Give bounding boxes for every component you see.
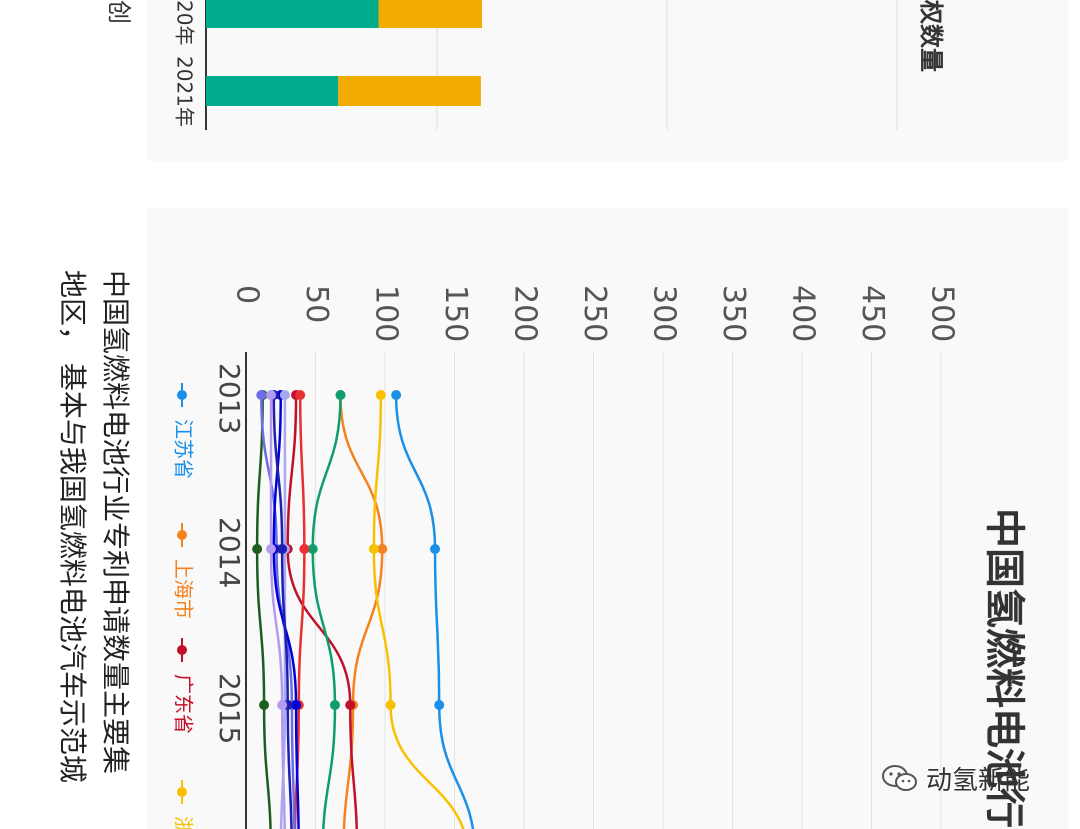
y-tick-label-10: 500 — [925, 285, 960, 342]
series-4-point-1 — [307, 544, 318, 554]
series-line-0 — [394, 394, 475, 829]
legend-marker-1 — [177, 530, 187, 540]
series-line-10 — [272, 394, 293, 829]
y-tick-label-9: 450 — [855, 285, 890, 342]
series-4-point-2 — [329, 700, 340, 710]
top-left-fragment: 创 — [105, 0, 133, 24]
legend-label-3: 浙 — [172, 816, 196, 829]
top-category-label-0: 20年 — [173, 0, 197, 45]
x-tick-label-0: 2013 — [213, 363, 246, 434]
y-tick-label-8: 400 — [786, 285, 821, 342]
caption-line-1: 地区， 基本与我国氢燃料电池汽车示范城 — [56, 270, 89, 783]
series-0-point-2 — [434, 700, 445, 710]
series-5-point-1 — [299, 544, 310, 554]
watermark: 动氢新能 — [880, 760, 1030, 797]
series-11-point-1 — [266, 544, 277, 554]
series-4-point-0 — [335, 390, 346, 400]
legend-marker-2 — [177, 645, 187, 655]
series-7-point-0 — [256, 390, 267, 400]
series-8-point-2 — [291, 700, 302, 710]
series-line-2 — [286, 394, 359, 829]
y-tick-label-5: 250 — [577, 285, 612, 342]
y-tick-label-7: 350 — [716, 285, 751, 342]
x-tick-label-2: 2015 — [213, 673, 246, 744]
caption-line-0: 中国氢燃料电池行业专利申请数量主要集 — [99, 270, 132, 774]
series-6-point-1 — [252, 544, 263, 554]
series-0-point-1 — [430, 544, 441, 554]
legend-label-1: 上海市 — [172, 559, 196, 619]
top-bar-1-1 — [338, 76, 481, 106]
legend-marker-3 — [177, 787, 187, 797]
legend-label-2: 广东省 — [172, 674, 196, 734]
series-5-point-0 — [295, 390, 306, 400]
watermark-text: 动氢新能 — [926, 766, 1031, 796]
line-chart-panel — [147, 208, 1068, 829]
y-tick-label-4: 200 — [508, 285, 543, 342]
top-bar-0-0 — [206, 0, 379, 28]
series-11-point-2 — [277, 700, 288, 710]
legend-marker-0 — [177, 390, 187, 400]
legend-label-0: 江苏省 — [172, 419, 196, 479]
wechat-icon — [882, 764, 917, 791]
y-tick-label-1: 50 — [299, 285, 334, 323]
series-1-point-1 — [377, 544, 388, 554]
top-chart-title-fragment: 权数量 — [917, 0, 945, 72]
top-stacked-bar-chart: 20年 2021年 权数量 创 — [105, 0, 945, 130]
y-tick-label-3: 150 — [438, 285, 473, 342]
rotated-line-chart: 0 50 100 150 200 250 300 350 400 450 500 2013 2014 20… — [172, 285, 1027, 829]
top-category-label-1: 2021年 — [173, 56, 197, 127]
series-9-point-0 — [279, 390, 290, 400]
top-bar-0-1 — [378, 0, 482, 28]
series-line-11 — [269, 394, 286, 829]
y-tick-label-2: 100 — [369, 285, 404, 342]
chart-title: 中国氢燃料电池行 — [981, 508, 1027, 828]
series-line-1 — [339, 394, 384, 829]
series-line-3 — [372, 394, 465, 829]
series-3-point-2 — [385, 700, 396, 710]
y-tick-label-6: 300 — [647, 285, 682, 342]
series-3-point-1 — [368, 544, 379, 554]
series-line-4 — [311, 394, 342, 829]
series-0-point-0 — [391, 390, 402, 400]
series-11-point-0 — [266, 390, 277, 400]
series-2-point-2 — [345, 700, 356, 710]
series-line-6 — [255, 394, 272, 829]
series-3-point-0 — [375, 390, 386, 400]
series-10-point-1 — [277, 544, 288, 554]
series-6-point-2 — [259, 700, 270, 710]
top-bar-1-0 — [206, 76, 339, 106]
x-tick-label-1: 2014 — [213, 517, 246, 588]
y-tick-label-0: 0 — [230, 285, 265, 304]
